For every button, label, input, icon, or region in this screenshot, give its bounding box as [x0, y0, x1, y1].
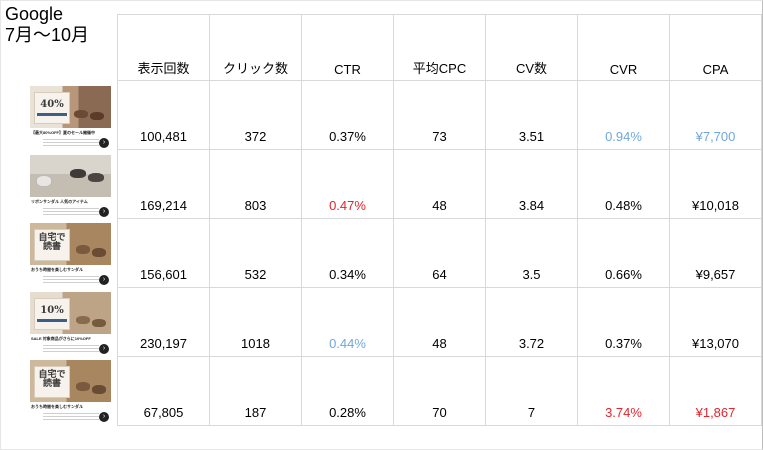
brand-logo — [31, 276, 41, 284]
cpc-cell: 64 — [393, 218, 486, 288]
ctr-cell: 0.44% — [301, 287, 394, 357]
cpa-cell: ¥10,018 — [669, 149, 762, 219]
next-arrow-icon[interactable]: › — [99, 344, 109, 354]
header-row: 表示回数 クリック数 CTR 平均CPC CV数 CVR CPA — [117, 14, 762, 81]
platform-name: Google — [5, 4, 64, 24]
cpc-cell: 70 — [393, 356, 486, 426]
clicks-cell: 803 — [209, 149, 302, 219]
ad-thumbnail[interactable]: 10% SALE 対象商品がさらに10%OFF › — [30, 292, 111, 356]
ad-thumbnail[interactable]: 40% 【最大80%OFF】夏のセール開催中 › — [30, 86, 111, 150]
ad-image: 40% — [30, 86, 111, 128]
table-row: 169,214 803 0.47% 48 3.84 0.48% ¥10,018 — [117, 149, 762, 219]
ad-description-lines — [43, 412, 99, 422]
ad-thumbnail[interactable]: 自宅で読書 おうち時間を楽しむサンダル › — [30, 223, 111, 287]
header-clicks: クリック数 — [209, 14, 302, 81]
ad-card: 自宅で読書 — [34, 229, 70, 261]
ad-description-lines — [43, 275, 99, 285]
table-row: 230,197 1018 0.44% 48 3.72 0.37% ¥13,070 — [117, 287, 762, 357]
ad-description-lines — [43, 138, 99, 148]
cv-cell: 3.72 — [485, 287, 578, 357]
ctr-cell: 0.34% — [301, 218, 394, 288]
header-cvr: CVR — [577, 14, 670, 81]
cvr-cell: 0.37% — [577, 287, 670, 357]
ad-image: 自宅で読書 — [30, 360, 111, 402]
next-arrow-icon[interactable]: › — [99, 138, 109, 148]
impressions-cell: 156,601 — [117, 218, 210, 288]
impressions-cell: 100,481 — [117, 80, 210, 150]
impressions-cell: 67,805 — [117, 356, 210, 426]
header-ctr: CTR — [301, 14, 394, 81]
next-arrow-icon[interactable]: › — [99, 275, 109, 285]
ad-caption: おうち時間を楽しむサンダル — [31, 267, 83, 272]
ad-description-lines — [43, 207, 99, 217]
cpc-cell: 48 — [393, 149, 486, 219]
cv-cell: 3.84 — [485, 149, 578, 219]
clicks-cell: 372 — [209, 80, 302, 150]
cv-cell: 7 — [485, 356, 578, 426]
header-cv: CV数 — [485, 14, 578, 81]
ctr-cell: 0.47% — [301, 149, 394, 219]
ad-caption: リボンサンダル 人気のアイテム — [31, 199, 88, 204]
clicks-cell: 1018 — [209, 287, 302, 357]
report-title: Google 7月〜10月 — [5, 4, 89, 46]
table-row: 67,805 187 0.28% 70 7 3.74% ¥1,867 — [117, 356, 762, 426]
brand-logo — [31, 208, 41, 216]
brand-logo — [31, 413, 41, 421]
table-row: 100,481 372 0.37% 73 3.51 0.94% ¥7,700 — [117, 80, 762, 150]
impressions-cell: 230,197 — [117, 287, 210, 357]
ad-thumbnail[interactable]: リボンサンダル 人気のアイテム › — [30, 155, 111, 219]
ad-thumbnail[interactable]: 自宅で読書 おうち時間を楽しむサンダル › — [30, 360, 111, 424]
brand-logo — [31, 139, 41, 147]
ad-card: 自宅で読書 — [34, 366, 70, 398]
ctr-cell: 0.37% — [301, 80, 394, 150]
ad-image: 自宅で読書 — [30, 223, 111, 265]
ad-caption: おうち時間を楽しむサンダル — [31, 404, 83, 409]
cpc-cell: 73 — [393, 80, 486, 150]
ad-caption: SALE 対象商品がさらに10%OFF — [31, 336, 91, 341]
ad-description-lines — [43, 344, 99, 354]
clicks-cell: 187 — [209, 356, 302, 426]
header-impressions: 表示回数 — [117, 14, 210, 81]
cpa-cell: ¥1,867 — [669, 356, 762, 426]
cpa-cell: ¥13,070 — [669, 287, 762, 357]
ad-card: 40% — [34, 92, 70, 124]
next-arrow-icon[interactable]: › — [99, 207, 109, 217]
cpc-cell: 48 — [393, 287, 486, 357]
cvr-cell: 0.66% — [577, 218, 670, 288]
cvr-cell: 0.94% — [577, 80, 670, 150]
brand-logo — [31, 345, 41, 353]
metrics-table: 表示回数 クリック数 CTR 平均CPC CV数 CVR CPA 100,481… — [117, 14, 762, 426]
cpa-cell: ¥9,657 — [669, 218, 762, 288]
cvr-cell: 0.48% — [577, 149, 670, 219]
ad-caption: 【最大80%OFF】夏のセール開催中 — [31, 130, 96, 135]
ad-image: 10% — [30, 292, 111, 334]
header-cpc: 平均CPC — [393, 14, 486, 81]
next-arrow-icon[interactable]: › — [99, 412, 109, 422]
header-cpa: CPA — [669, 14, 762, 81]
ctr-cell: 0.28% — [301, 356, 394, 426]
clicks-cell: 532 — [209, 218, 302, 288]
impressions-cell: 169,214 — [117, 149, 210, 219]
cv-cell: 3.5 — [485, 218, 578, 288]
period-label: 7月〜10月 — [5, 25, 90, 45]
ad-image — [30, 155, 111, 197]
table-row: 156,601 532 0.34% 64 3.5 0.66% ¥9,657 — [117, 218, 762, 288]
cvr-cell: 3.74% — [577, 356, 670, 426]
ad-card: 10% — [34, 298, 70, 330]
cv-cell: 3.51 — [485, 80, 578, 150]
cpa-cell: ¥7,700 — [669, 80, 762, 150]
